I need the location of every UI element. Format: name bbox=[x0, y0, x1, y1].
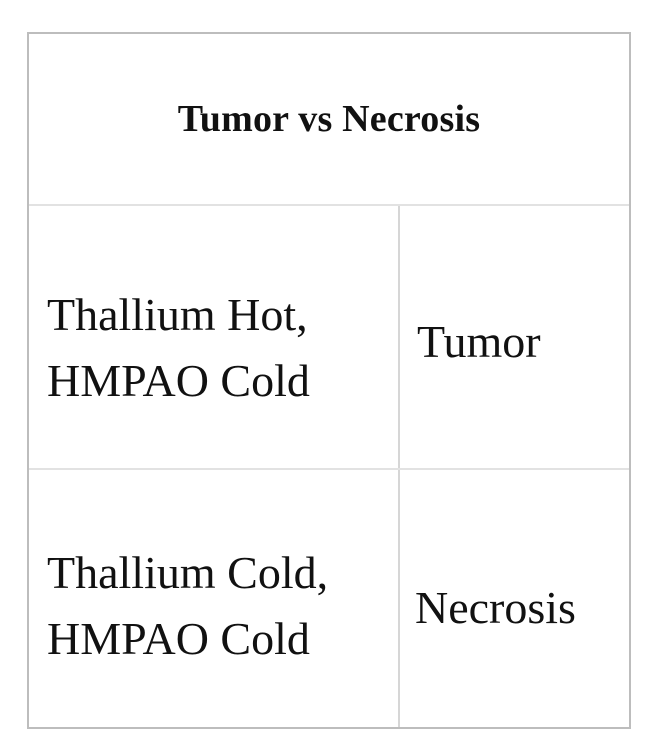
result-text: Necrosis bbox=[415, 582, 576, 633]
condition-text: Thallium Cold, HMPAO Cold bbox=[47, 540, 328, 672]
result-cell: Tumor bbox=[400, 206, 629, 468]
table-title: Tumor vs Necrosis bbox=[177, 98, 481, 140]
table-header-cell: Tumor vs Necrosis bbox=[29, 34, 629, 206]
condition-line-1: Thallium Hot, bbox=[47, 289, 308, 340]
table-row: Thallium Hot, HMPAO Cold Tumor bbox=[29, 206, 629, 470]
table-row: Thallium Cold, HMPAO Cold Necrosis bbox=[29, 470, 629, 727]
condition-line-2: HMPAO Cold bbox=[47, 613, 310, 664]
tumor-vs-necrosis-table: Tumor vs Necrosis Thallium Hot, HMPAO Co… bbox=[27, 32, 631, 729]
condition-cell: Thallium Hot, HMPAO Cold bbox=[29, 206, 400, 468]
condition-line-1: Thallium Cold, bbox=[47, 547, 329, 598]
result-text: Tumor bbox=[417, 316, 541, 367]
condition-line-2: HMPAO Cold bbox=[47, 355, 310, 406]
result-cell: Necrosis bbox=[400, 470, 629, 727]
condition-cell: Thallium Cold, HMPAO Cold bbox=[29, 470, 400, 727]
condition-text: Thallium Hot, HMPAO Cold bbox=[47, 282, 310, 414]
